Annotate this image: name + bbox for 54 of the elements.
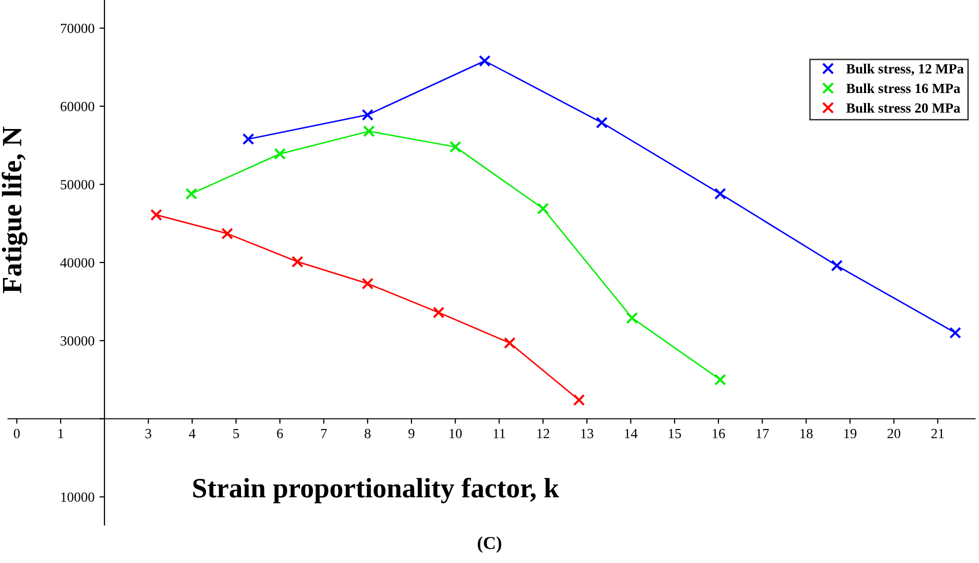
point: [830, 260, 843, 272]
point: [362, 278, 374, 290]
legend-label: Bulk stress, 12 MPa: [846, 64, 964, 76]
point: [949, 326, 962, 339]
x-tick-label: 20: [888, 428, 900, 438]
x-tick-label: 16: [712, 428, 725, 438]
point: [362, 108, 374, 121]
legend-label: Bulk stress 16 MPa: [846, 83, 960, 94]
y-tick-label: 30000: [60, 336, 94, 346]
x-tick-label: 9: [408, 428, 414, 438]
x-tick-label: 3: [146, 428, 152, 438]
point: [242, 133, 254, 145]
point: [150, 208, 162, 221]
x-tick-label: 13: [581, 428, 594, 438]
x-tick-label: 6: [277, 428, 283, 438]
point: [478, 55, 491, 67]
point: [714, 374, 726, 386]
x-axis-title: Strain proportionality factor, k: [193, 478, 560, 504]
x-tick-label: 0: [14, 428, 20, 438]
x-tick-label: 21: [931, 428, 944, 438]
text: (C): [478, 536, 502, 553]
x-tick-label: 8: [364, 428, 371, 438]
x-tick-label: 11: [494, 428, 506, 438]
point: [537, 202, 549, 214]
point: [274, 148, 286, 160]
x-tick-label: 5: [233, 429, 239, 438]
x-tick-label: 15: [668, 428, 681, 438]
x-tick-label: 1: [58, 428, 64, 438]
point: [596, 116, 608, 129]
y-tick-label: 60000: [60, 102, 94, 112]
x-tick-label: 7: [321, 429, 327, 438]
x-tick-label: 12: [537, 428, 550, 438]
x-tick-label: 4: [188, 428, 196, 438]
point: [449, 140, 462, 153]
x-tick-label: 10: [450, 428, 462, 438]
point: [504, 337, 516, 349]
x-tick-label: 14: [625, 428, 638, 438]
y-tick-label: 70000: [60, 24, 94, 34]
point: [221, 228, 234, 240]
y-tick-label: 40000: [60, 258, 94, 268]
y-tick-label: 50000: [60, 180, 94, 190]
point: [626, 312, 638, 324]
point: [292, 256, 304, 268]
x-tick-label: 19: [844, 428, 856, 438]
legend-label: Bulk stress 20 MPa: [846, 102, 960, 113]
x-tick-label: 17: [756, 428, 769, 438]
point: [363, 125, 375, 138]
y-tick-label: 10000: [61, 492, 94, 502]
point: [432, 306, 445, 318]
point: [714, 188, 726, 200]
x-tick-label: 18: [800, 428, 813, 438]
y-axis-title: Fatigue life, N: [2, 126, 28, 294]
point: [185, 188, 198, 200]
point: [573, 394, 585, 406]
